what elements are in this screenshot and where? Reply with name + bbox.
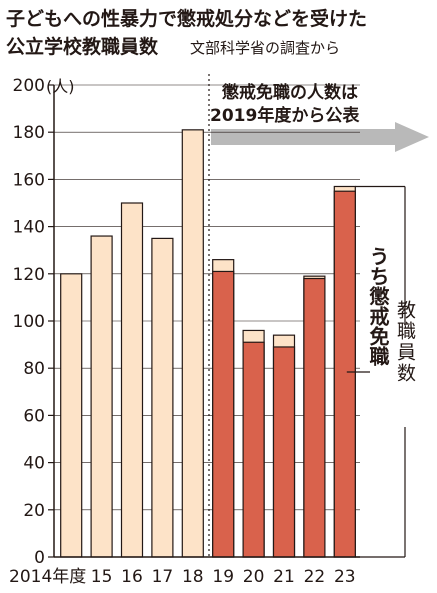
- bar-total: [120, 202, 144, 558]
- note-line2: 2019年度から公表: [210, 105, 360, 126]
- x-tick-label: 20: [243, 567, 265, 587]
- y-tick-label: 160: [13, 170, 45, 190]
- chart-title-line2: 公立学校教職員数: [6, 35, 159, 58]
- y-tick-label: 180: [13, 123, 45, 143]
- bar-dismissal: [212, 270, 235, 558]
- legend-total-label: 教職員数: [394, 300, 416, 384]
- bar-total: [151, 237, 174, 558]
- bar-dismissal: [303, 277, 326, 558]
- bar-dismissal: [272, 346, 296, 558]
- x-tick-label: 21: [273, 567, 295, 587]
- legend-dismissal-label: うち懲戒免職: [366, 246, 390, 367]
- x-tick-label: 19: [212, 567, 234, 587]
- y-tick-label: 40: [23, 454, 45, 474]
- y-tick-label: 100: [13, 312, 45, 332]
- y-tick-label: 80: [23, 359, 45, 379]
- x-tick-label: 23: [334, 567, 356, 587]
- y-tick-label: 60: [23, 406, 45, 426]
- y-tick-label: 200: [13, 76, 45, 96]
- x-tick-label: 15: [91, 567, 113, 587]
- x-tick-label: 16: [121, 567, 143, 587]
- bar-total: [60, 273, 83, 558]
- y-tick-label: 120: [13, 265, 45, 285]
- source-note: 文部科学省の調査から: [190, 39, 340, 57]
- note-line1: 懲戒免職の人数は: [221, 82, 358, 103]
- legend-label-mask: [396, 325, 414, 427]
- y-tick-label: 0: [34, 548, 45, 568]
- y-tick-label: 20: [23, 501, 45, 521]
- x-tick-label: 18: [182, 567, 204, 587]
- bar-total: [90, 235, 113, 558]
- period-arrow: [211, 122, 429, 152]
- y-tick-label: 140: [13, 218, 45, 238]
- bar-dismissal: [242, 341, 265, 558]
- x-tick-label: 22: [304, 567, 326, 587]
- bar-total: [181, 129, 204, 558]
- bar-dismissal: [333, 190, 356, 558]
- unit-label: (人): [46, 77, 75, 96]
- x-tick-label: 2014年度: [9, 567, 86, 587]
- x-tick-label: 17: [152, 567, 174, 587]
- chart-title-line1: 子どもへの性暴力で懲戒処分などを受けた: [6, 7, 367, 30]
